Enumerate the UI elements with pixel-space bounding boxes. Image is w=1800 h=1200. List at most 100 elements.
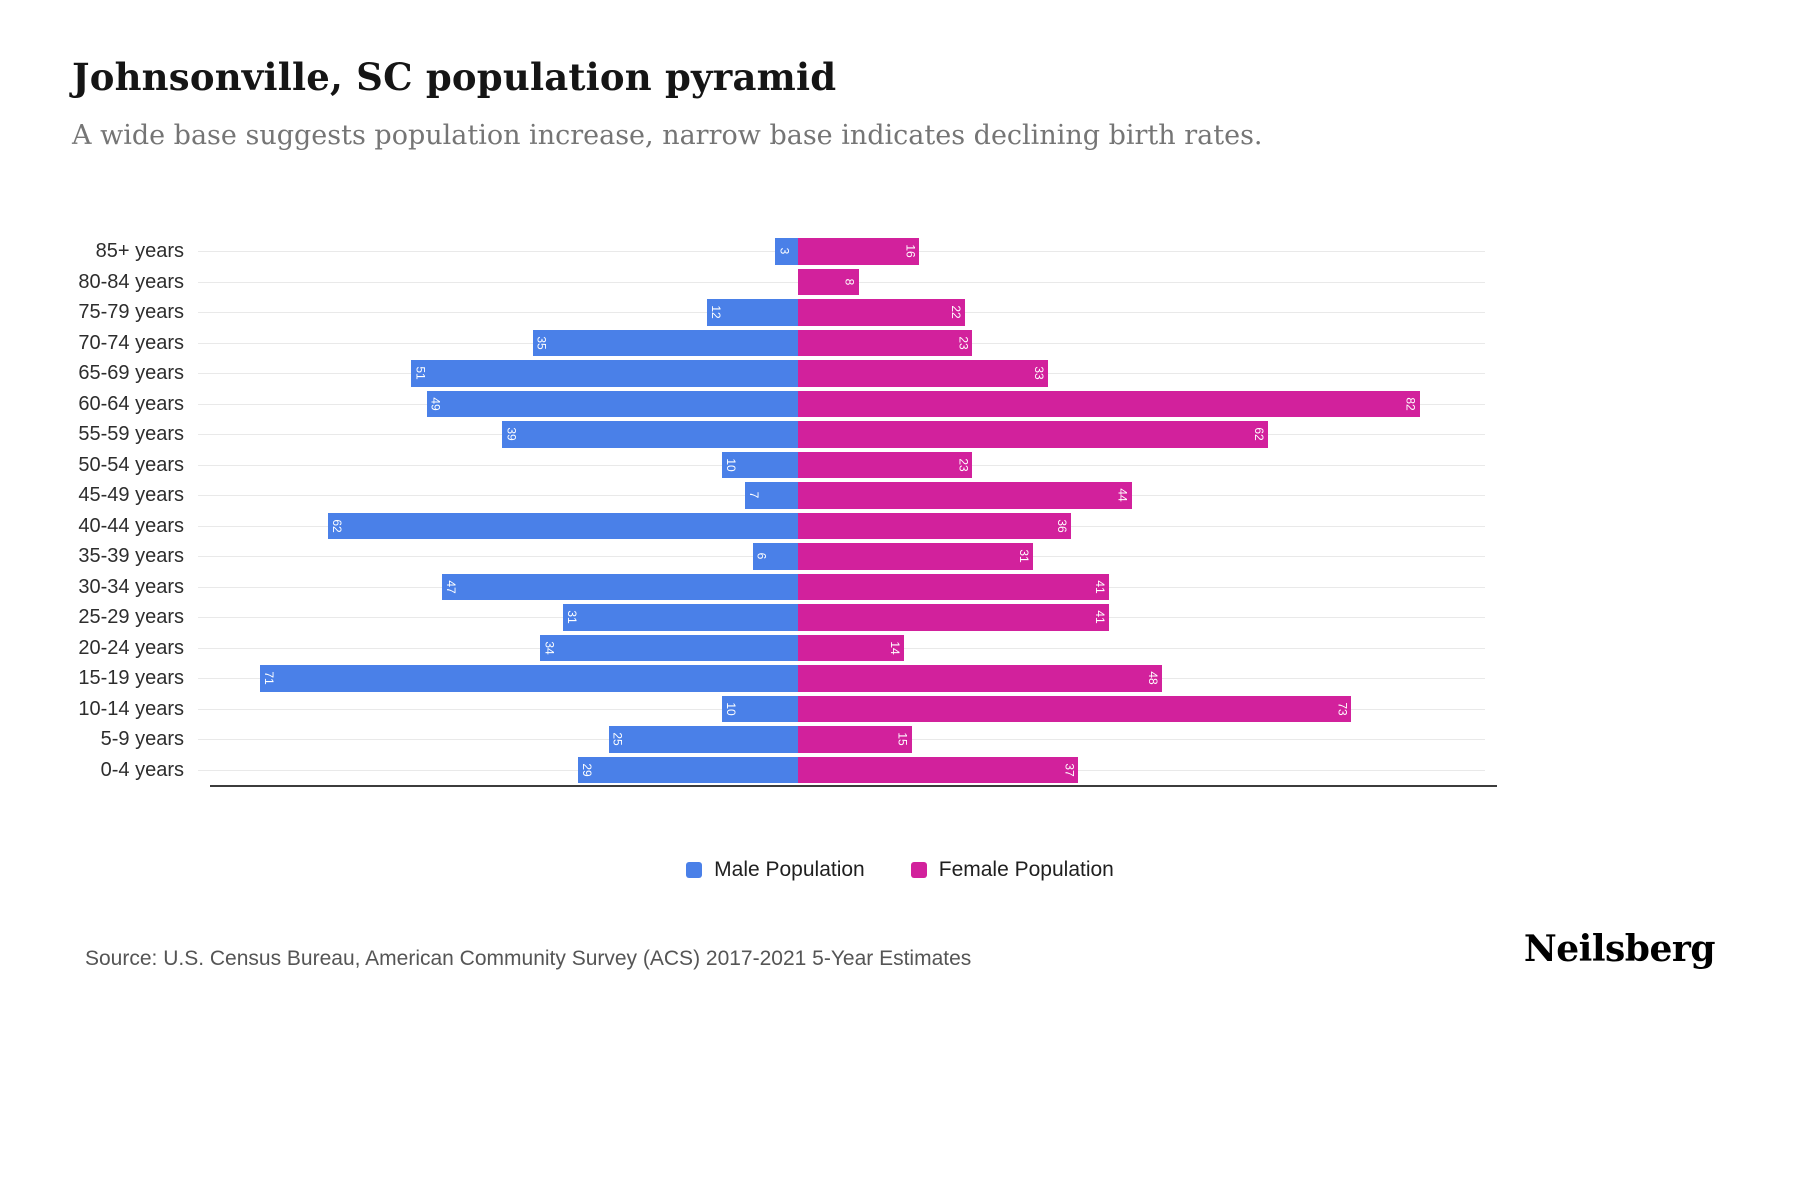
- male-bar-value: 3: [777, 247, 792, 255]
- category-label: 35-39 years: [78, 545, 184, 567]
- female-bar-value: 8: [842, 278, 857, 286]
- female-bar-value: 37: [1062, 763, 1077, 777]
- female-bar-value: 22: [948, 305, 963, 319]
- male-bar-value: 71: [261, 671, 276, 685]
- female-bar-value: 41: [1092, 580, 1107, 594]
- female-bar: 22: [798, 299, 965, 326]
- chart-legend: Male Population Female Population: [0, 858, 1800, 882]
- female-bar: 62: [798, 421, 1268, 448]
- chart-title: Johnsonville, SC population pyramid: [72, 55, 837, 99]
- male-bar: 7: [744, 482, 798, 509]
- female-bar-value: 41: [1092, 610, 1107, 624]
- female-bar: 37: [798, 756, 1079, 783]
- pyramid-row: 65-69 years 51 33: [0, 358, 1705, 389]
- female-bar: 31: [798, 543, 1033, 570]
- male-bar-value: 35: [534, 336, 549, 350]
- male-bar: 6: [752, 543, 798, 570]
- female-bar-value: 73: [1335, 702, 1350, 716]
- female-bar: 23: [798, 451, 973, 478]
- female-bar: 16: [798, 238, 920, 265]
- male-bar: 71: [259, 665, 798, 692]
- category-label: 75-79 years: [78, 301, 184, 323]
- female-bar-value: 62: [1251, 427, 1266, 441]
- category-label: 40-44 years: [78, 514, 184, 537]
- female-bar: 8: [798, 268, 859, 295]
- male-bar: 25: [608, 726, 798, 753]
- pyramid-rows: 85+ years 3 16 80-84 years 8 75-79 years 12 22 7…: [0, 236, 1800, 785]
- male-bar-value: 31: [565, 610, 580, 624]
- neilsberg-logo: Neilsberg: [1523, 928, 1716, 970]
- female-bar-value: 23: [956, 336, 971, 350]
- pyramid-row: 60-64 years 49 82: [0, 389, 1705, 420]
- male-bar-value: 34: [542, 641, 557, 655]
- male-bar: 3: [775, 238, 798, 265]
- category-label: 60-64 years: [78, 392, 184, 415]
- male-bar: 31: [563, 604, 798, 631]
- male-bar-value: 29: [580, 763, 595, 777]
- male-bar-value: 6: [754, 552, 769, 560]
- male-bar: 29: [578, 756, 798, 783]
- category-label: 25-29 years: [78, 606, 184, 628]
- pyramid-row: 30-34 years 47 41: [0, 572, 1705, 603]
- male-bar-value: 7: [746, 491, 761, 499]
- female-bar-value: 44: [1115, 488, 1130, 502]
- category-label: 30-34 years: [78, 575, 184, 598]
- male-bar-value: 51: [413, 366, 428, 380]
- category-label: 5-9 years: [100, 728, 184, 750]
- legend-item-male: Male Population: [686, 858, 865, 882]
- female-bar-value: 15: [895, 732, 910, 746]
- category-label: 10-14 years: [78, 697, 184, 720]
- male-bar-value: 62: [330, 519, 345, 533]
- category-label: 65-69 years: [78, 362, 184, 384]
- female-legend-label: Female Population: [938, 858, 1114, 881]
- male-legend-swatch: [686, 862, 703, 878]
- female-bar: 14: [798, 634, 905, 661]
- male-bar-value: 47: [443, 580, 458, 594]
- female-bar: 48: [798, 665, 1162, 692]
- female-bar: 23: [798, 329, 973, 356]
- female-bar: 44: [798, 482, 1132, 509]
- pyramid-row: 55-59 years 39 62: [0, 419, 1705, 450]
- pyramid-chart: 85+ years 3 16 80-84 years 8 75-79 years 12 22 7…: [0, 236, 1800, 785]
- category-label: 50-54 years: [78, 453, 184, 476]
- male-bar: 62: [328, 512, 798, 539]
- female-legend-swatch: [910, 862, 927, 878]
- female-bar-value: 23: [956, 458, 971, 472]
- pyramid-row: 40-44 years 62 36: [0, 511, 1705, 542]
- pyramid-row: 35-39 years 6 31: [0, 541, 1705, 572]
- category-label: 70-74 years: [78, 331, 184, 354]
- pyramid-row: 25-29 years 31 41: [0, 602, 1705, 633]
- pyramid-row: 5-9 years 25 15: [0, 724, 1705, 755]
- pyramid-row: 70-74 years 35 23: [0, 328, 1705, 359]
- male-bar-value: 12: [709, 305, 724, 319]
- legend-item-female: Female Population: [910, 858, 1114, 882]
- female-bar: 73: [798, 695, 1352, 722]
- male-bar-value: 39: [504, 427, 519, 441]
- pyramid-row: 20-24 years 34 14: [0, 633, 1705, 664]
- female-bar: 33: [798, 360, 1049, 387]
- male-bar: 47: [441, 573, 798, 600]
- pyramid-row: 50-54 years 10 23: [0, 450, 1705, 481]
- male-bar-value: 49: [428, 397, 443, 411]
- category-label: 80-84 years: [78, 270, 184, 293]
- male-bar: 49: [426, 390, 798, 417]
- male-bar-value: 25: [610, 732, 625, 746]
- pyramid-row: 80-84 years 8: [0, 267, 1705, 298]
- female-bar-value: 14: [888, 641, 903, 655]
- chart-subtitle: A wide base suggests population increase…: [72, 120, 1263, 151]
- pyramid-row: 15-19 years 71 48: [0, 663, 1705, 694]
- female-bar-value: 31: [1016, 549, 1031, 563]
- male-bar: 39: [502, 421, 798, 448]
- female-bar-value: 48: [1145, 671, 1160, 685]
- pyramid-row: 10-14 years 10 73: [0, 694, 1705, 725]
- category-label: 0-4 years: [100, 758, 184, 781]
- pyramid-row: 45-49 years 7 44: [0, 480, 1705, 511]
- male-bar: 10: [722, 695, 798, 722]
- female-bar-value: 33: [1032, 366, 1047, 380]
- male-bar-value: 10: [724, 702, 739, 716]
- female-bar: 36: [798, 512, 1071, 539]
- female-bar-value: 82: [1403, 397, 1418, 411]
- pyramid-row: 75-79 years 12 22: [0, 297, 1705, 328]
- male-bar: 35: [532, 329, 798, 356]
- male-bar: 34: [540, 634, 798, 661]
